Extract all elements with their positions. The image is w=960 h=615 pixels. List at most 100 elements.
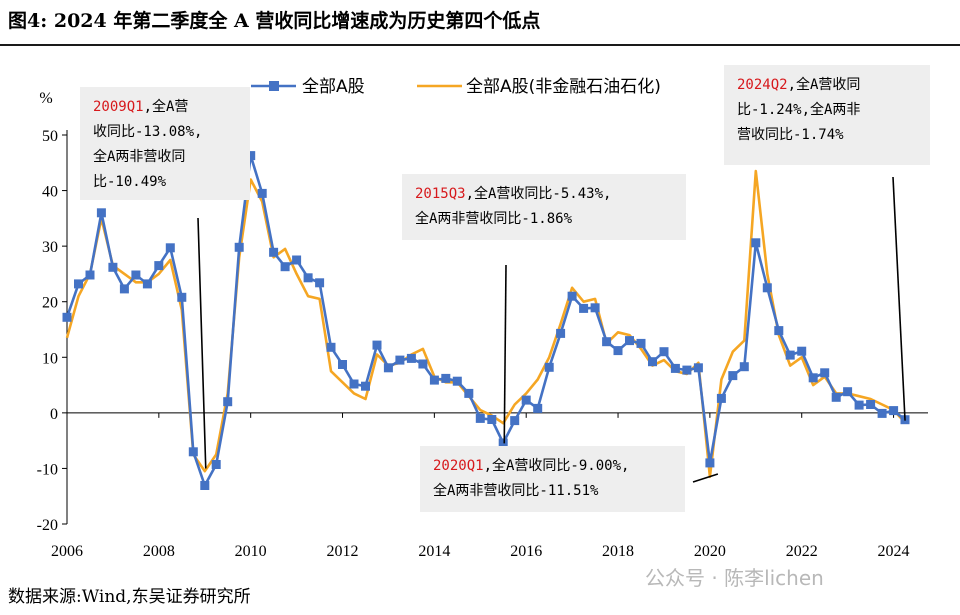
y-axis-unit-label: % (39, 90, 52, 107)
data-point-marker (579, 303, 589, 313)
data-point-marker (510, 416, 520, 426)
figure-title: 图4: 2024 年第二季度全 A 营收同比增速成为历史第四个低点 (8, 10, 541, 32)
annotation-text-line: 全A两非营收同比-11.51% (433, 482, 599, 499)
data-point-marker (854, 400, 864, 410)
data-point-marker (820, 368, 830, 378)
data-point-marker (797, 346, 807, 356)
annotation-text-rest: ,全A营收同比-5.43%, (466, 185, 612, 202)
data-point-marker (257, 188, 267, 198)
data-point-marker (349, 379, 359, 389)
x-tick-label: 2018 (602, 543, 634, 560)
data-point-marker (866, 400, 876, 409)
x-tick-label: 2016 (510, 543, 542, 560)
data-point-marker (326, 342, 336, 352)
data-point-marker (556, 328, 566, 338)
annotation-period-label: 2020Q1 (433, 458, 484, 474)
y-tick-label: 20 (42, 295, 58, 312)
data-point-marker (739, 362, 749, 372)
data-point-marker (693, 363, 703, 373)
data-point-marker (131, 270, 141, 280)
data-point-marker (762, 283, 772, 293)
data-point-marker (154, 261, 164, 271)
annotation-text-line: 2015Q3,全A营收同比-5.43%, (415, 185, 611, 202)
data-point-marker (625, 336, 634, 346)
data-point-marker (716, 393, 726, 403)
data-point-marker (785, 350, 795, 360)
data-point-marker (223, 397, 233, 407)
annotation-text-line: 全A两非营收同比-1.86% (415, 210, 573, 227)
data-source: 数据来源:Wind,东吴证券研究所 (8, 587, 251, 607)
annotation-pointer-line (692, 473, 719, 483)
data-point-marker (648, 357, 657, 367)
x-tick-label: 2024 (878, 543, 910, 560)
x-tick-label: 2006 (51, 543, 83, 560)
data-point-marker (418, 359, 428, 369)
annotation-period-label: 2009Q1 (93, 99, 144, 115)
annotation-box (420, 446, 685, 512)
data-point-marker (533, 403, 543, 413)
data-point-marker (602, 337, 612, 347)
data-point-marker (119, 284, 129, 294)
title-divider (0, 44, 960, 46)
data-point-marker (74, 279, 83, 289)
series-non-financial-line (65, 169, 906, 479)
legend-marker-all-a-shares (269, 81, 279, 91)
data-point-marker (831, 392, 841, 402)
annotation-box (724, 65, 930, 165)
data-point-marker (429, 375, 439, 385)
x-tick-label: 2008 (143, 543, 175, 560)
annotation-text-line: 2020Q1,全A营收同比-9.00%, (433, 457, 629, 474)
data-point-marker (383, 363, 393, 373)
data-point-marker (200, 481, 210, 490)
annotation-text-rest: ,全A营收同 (788, 76, 861, 93)
data-point-marker (441, 373, 451, 383)
data-point-marker (211, 460, 221, 469)
annotation-period-label: 2015Q3 (415, 186, 466, 202)
data-point-marker (877, 408, 887, 418)
data-point-marker (315, 278, 325, 288)
y-tick-label: 30 (42, 239, 58, 256)
annotation-pointer-line (503, 264, 507, 444)
data-point-marker (774, 326, 784, 336)
data-point-marker (670, 363, 680, 373)
data-point-marker (85, 270, 95, 280)
data-point-marker (142, 279, 152, 289)
annotation-text-line: 比-1.24%,全A两非 (737, 101, 860, 118)
y-tick-label: -20 (37, 517, 58, 534)
annotation-text-line: 2024Q2,全A营收同 (737, 76, 860, 93)
data-point-marker (177, 292, 187, 302)
data-point-marker (62, 312, 72, 322)
data-point-marker (705, 458, 715, 468)
data-point-marker (567, 291, 577, 301)
data-point-marker (843, 387, 853, 397)
data-point-marker (234, 242, 244, 252)
y-tick-label: 40 (42, 184, 58, 201)
data-point-marker (544, 362, 554, 372)
annotation-text-rest: ,全A营 (144, 98, 189, 115)
data-point-marker (590, 303, 600, 313)
annotation-box (80, 87, 250, 200)
data-point-marker (751, 238, 761, 248)
data-point-marker (269, 247, 279, 257)
data-point-marker (475, 413, 485, 423)
data-point-marker (636, 338, 646, 348)
x-tick-label: 2020 (694, 543, 726, 560)
data-point-marker (395, 355, 405, 365)
y-tick-label: 0 (50, 406, 58, 423)
x-tick-label: 2010 (235, 543, 267, 560)
data-point-marker (292, 255, 302, 265)
data-point-marker (246, 151, 256, 161)
chart-series (62, 151, 910, 490)
data-point-marker (659, 347, 669, 357)
data-point-marker (487, 415, 497, 424)
data-point-marker (464, 388, 474, 398)
data-point-marker (338, 360, 347, 369)
y-tick-label: 50 (42, 128, 58, 145)
data-point-marker (498, 438, 508, 448)
data-point-marker (613, 346, 623, 356)
annotation-text-line: 全A两非营收同 (93, 148, 185, 165)
y-tick-label: 10 (42, 350, 58, 367)
annotation-text-line: 收同比-13.08%, (93, 124, 202, 140)
data-point-marker (96, 208, 106, 218)
